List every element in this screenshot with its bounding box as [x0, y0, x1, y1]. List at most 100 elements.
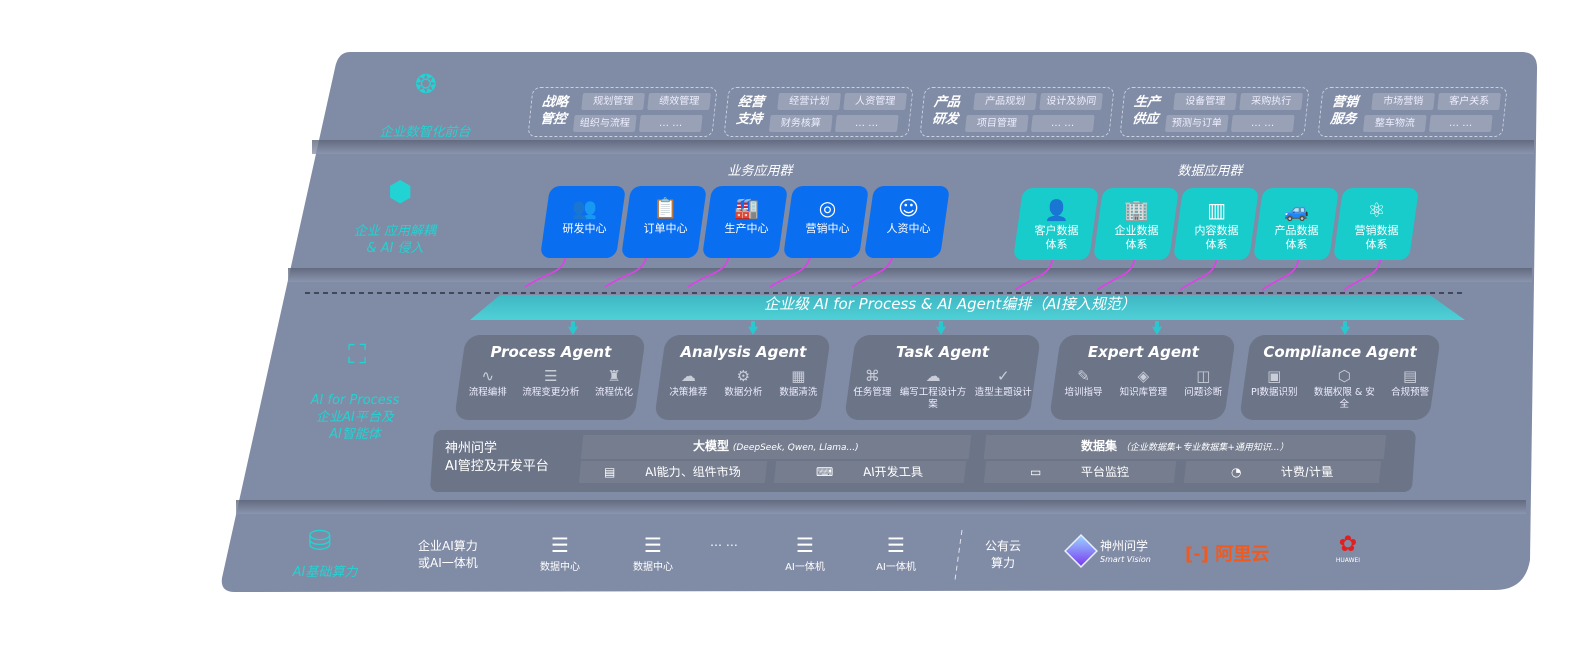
card-content: 🚙 产品数据体系 [1259, 188, 1335, 252]
front-group-item[interactable]: 设计及协同 [1039, 93, 1103, 110]
agent-capability[interactable]: ∿ 流程编排 [469, 365, 507, 399]
agent-capability[interactable]: ◫ 问题诊断 [1184, 365, 1222, 399]
dataset-header: 数据集 （企业数据集+专业数据集+通用知识...） [983, 435, 1387, 459]
capability-label: 编写工程设计方案 [899, 387, 967, 410]
capability-label: 流程编排 [468, 387, 507, 398]
front-group-item[interactable]: … … [1230, 115, 1295, 132]
agent-card[interactable]: Compliance Agent ▣ PI数据识别 ⬡ 数据权限 & 安全 ▤ 合规预警 [1239, 335, 1441, 420]
front-group: 产品研发 产品规划 设计及协同 项目管理… … [919, 87, 1115, 137]
capability-label: PI数据识别 [1250, 387, 1298, 398]
huawei-flower-icon: ✿ [1338, 532, 1358, 557]
front-group-item[interactable]: … … [638, 115, 703, 132]
factory-icon: 🏭 [734, 196, 759, 220]
capability-label: 数据权限 & 安全 [1313, 387, 1375, 410]
front-group-item[interactable]: … … [1030, 115, 1095, 132]
agent-capability[interactable]: ⬡ 数据权限 & 安全 [1309, 365, 1379, 411]
dataset-label: 数据集 [1081, 439, 1118, 453]
agent-capability[interactable]: ⌘ 任务管理 [853, 365, 891, 411]
front-group-item[interactable]: 预测与订单 [1164, 115, 1229, 132]
tool-billing[interactable]: ◔ 计费/计量 [1183, 461, 1382, 483]
front-group-item[interactable]: 项目管理 [964, 115, 1029, 132]
front-group-item[interactable]: 采购执行 [1239, 93, 1303, 110]
people-icon: ☺ [898, 196, 919, 220]
agent-card[interactable]: Task Agent ⌘ 任务管理 ☁ 编写工程设计方案 ✓ 造型主题设计 [844, 335, 1041, 420]
capability-icon: ☁ [925, 367, 941, 385]
agent-capability[interactable]: ▣ PI数据识别 [1251, 365, 1298, 411]
front-group-item[interactable]: 客户关系 [1437, 93, 1501, 110]
card-content: 🏢 企业数据体系 [1099, 188, 1175, 252]
front-group: 生产供应 设备管理 采购执行 预测与订单… … [1119, 87, 1310, 137]
capability-label: 任务管理 [853, 387, 892, 398]
server-item: ☰ AI一体机 [775, 532, 835, 573]
front-group-item[interactable]: 绩效管理 [647, 93, 711, 110]
tool-dev[interactable]: ⌨ AI开发工具 [773, 461, 967, 483]
data-app-card[interactable]: ⚛ 营销数据体系 [1332, 188, 1420, 260]
capability-label: 合规预警 [1391, 387, 1430, 398]
down-arrow-icon [1340, 321, 1350, 335]
data-app-card[interactable]: ▥ 内容数据体系 [1172, 188, 1260, 260]
capability-icon: ⬡ [1337, 367, 1351, 385]
server-icon: ☰ [644, 533, 662, 557]
data-group-title: 数据应用群 [1177, 164, 1243, 179]
front-group-item[interactable]: 组织与流程 [572, 115, 637, 132]
data-app-card[interactable]: 👤 客户数据体系 [1012, 188, 1100, 260]
ai-label: AI for Process 企业AI平台及 AI智能体 [300, 392, 410, 443]
agent-capability[interactable]: ♜ 流程优化 [595, 365, 633, 399]
business-group-title: 业务应用群 [727, 164, 793, 179]
front-group-item[interactable]: 人资管理 [843, 93, 907, 110]
capability-label: 造型主题设计 [974, 387, 1032, 398]
tool-monitor[interactable]: ▭ 平台监控 [983, 461, 1177, 483]
agent-capability[interactable]: ☰ 流程变更分析 [522, 365, 579, 399]
front-group-item[interactable]: 经营计划 [777, 93, 841, 110]
capability-icon: ∿ [481, 367, 495, 385]
front-group-item[interactable]: 市场营销 [1371, 93, 1435, 110]
card-label: 生产中心 [724, 222, 769, 235]
capability-label: 知识库管理 [1119, 387, 1168, 398]
front-group-item[interactable]: 规划管理 [581, 93, 645, 110]
card-label: 客户数据体系 [1034, 224, 1079, 251]
tool-market-label: AI能力、组件市场 [645, 465, 743, 479]
apps-label-1: 企业 应用解耦 [353, 224, 437, 239]
front-group-item[interactable]: 产品规划 [973, 93, 1037, 110]
data-app-card[interactable]: 🚙 产品数据体系 [1252, 188, 1340, 260]
agent-capability[interactable]: ⚙ 数据分析 [724, 365, 762, 399]
front-group-item[interactable]: 整车物流 [1362, 115, 1427, 132]
data-app-card[interactable]: 🏢 企业数据体系 [1092, 188, 1180, 260]
server-label: 数据中心 [540, 562, 580, 573]
front-group-title: 生产供应 [1131, 95, 1161, 127]
agent-card[interactable]: Expert Agent ✎ 培训指导 ◈ 知识库管理 ◫ 问题诊断 [1049, 335, 1236, 420]
business-app-card[interactable]: 👥 研发中心 [539, 186, 627, 258]
agent-capability[interactable]: ◈ 知识库管理 [1120, 365, 1168, 399]
agent-name: Analysis Agent [680, 343, 807, 361]
agent-capabilities: ☁ 决策推荐 ⚙ 数据分析 ▦ 数据清洗 [661, 365, 826, 399]
agent-capability[interactable]: ✓ 造型主题设计 [975, 365, 1032, 411]
agent-name: Compliance Agent [1263, 343, 1417, 361]
agent-capability[interactable]: ☁ 决策推荐 [669, 365, 707, 399]
dev-tool-icon: ⌨ [816, 465, 834, 479]
front-group-title: 营销服务 [1329, 95, 1359, 127]
server-label: AI一体机 [785, 562, 825, 573]
front-group-item[interactable]: … … [1428, 115, 1493, 132]
server-item: ☰ 数据中心 [530, 532, 590, 573]
front-group-item[interactable]: … … [834, 115, 899, 132]
down-arrow-icon [568, 321, 578, 335]
agent-capability[interactable]: ▦ 数据清洗 [779, 365, 817, 399]
team-icon: 👥 [572, 196, 597, 220]
agent-card[interactable]: Analysis Agent ☁ 决策推荐 ⚙ 数据分析 ▦ 数据清洗 [654, 335, 831, 420]
business-app-card[interactable]: 🏭 生产中心 [701, 186, 789, 258]
agent-capability[interactable]: ▤ 合规预警 [1391, 365, 1429, 411]
agent-capability[interactable]: ✎ 培训指导 [1064, 365, 1102, 399]
agent-card[interactable]: Process Agent ∿ 流程编排 ☰ 流程变更分析 ♜ 流程优化 [454, 335, 646, 420]
front-label: 企业数智化前台 [379, 125, 471, 140]
business-app-card[interactable]: 📋 订单中心 [620, 186, 708, 258]
agent-capability[interactable]: ☁ 编写工程设计方案 [898, 365, 968, 411]
front-group-item[interactable]: 财务核算 [768, 115, 833, 132]
front-group-item[interactable]: 设备管理 [1173, 93, 1237, 110]
business-app-card[interactable]: ☺ 人资中心 [863, 186, 951, 258]
building-icon: 🏢 [1124, 198, 1150, 222]
business-app-card[interactable]: ◎ 营销中心 [782, 186, 870, 258]
capability-icon: ▦ [791, 367, 806, 385]
agent-content: Expert Agent ✎ 培训指导 ◈ 知识库管理 ◫ 问题诊断 [1056, 343, 1231, 399]
tool-market[interactable]: ▤ AI能力、组件市场 [578, 461, 768, 483]
card-label: 产品数据体系 [1274, 224, 1319, 251]
